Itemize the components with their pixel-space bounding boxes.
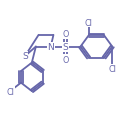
Text: O: O <box>62 30 69 39</box>
Text: Cl: Cl <box>85 18 93 27</box>
Text: Cl: Cl <box>108 65 116 74</box>
Text: O: O <box>62 55 69 64</box>
Text: N: N <box>47 43 54 52</box>
Text: S: S <box>22 52 28 61</box>
Text: S: S <box>63 43 68 52</box>
Text: Cl: Cl <box>6 87 14 96</box>
